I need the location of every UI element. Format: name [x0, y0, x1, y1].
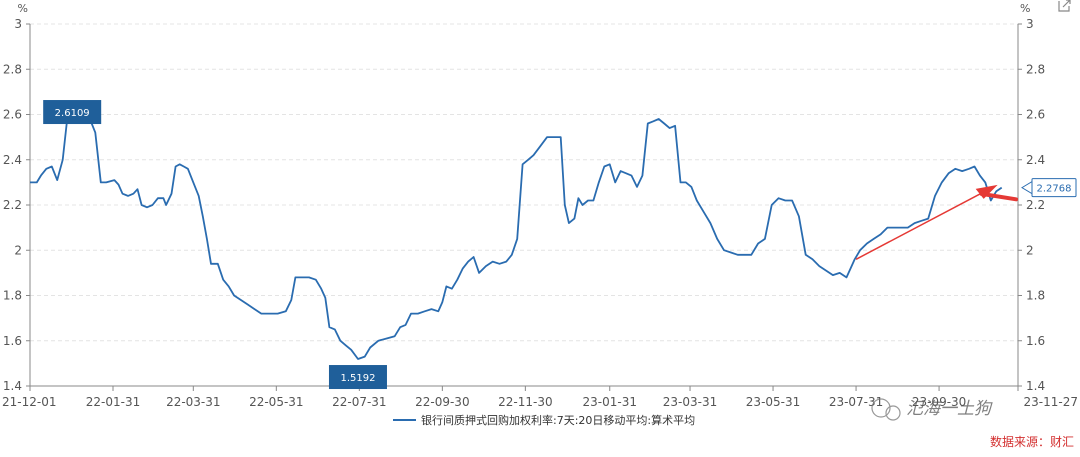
- callout-box: [1031, 178, 1077, 198]
- y-tick-label-right: 1.8: [1026, 289, 1045, 303]
- y-tick-label-left: 3: [14, 17, 22, 31]
- y-tick-label-right: 2.8: [1026, 62, 1045, 76]
- x-tick-label: 22-01-31: [86, 395, 140, 409]
- callout-box: [328, 365, 387, 390]
- x-tick-label: 22-03-31: [166, 395, 220, 409]
- callout-label: 1.5192: [340, 373, 375, 384]
- y-tick-label-left: 2.8: [3, 62, 22, 76]
- y-tick-label-right: 2: [1026, 243, 1034, 257]
- x-tick-label: 22-07-31: [332, 395, 386, 409]
- series-layer: [30, 111, 1003, 360]
- wechat-logo-icon: [871, 398, 891, 418]
- y-tick-label-left: 2.4: [3, 153, 22, 167]
- y-tick-label-left: 1.4: [3, 379, 22, 393]
- wechat-logo-icon-small: [885, 405, 901, 421]
- y-tick-label-left: 2.2: [3, 198, 22, 212]
- watermark-text: 氾海一土狗: [906, 399, 993, 419]
- x-tick-label: 23-03-31: [663, 395, 717, 409]
- y-tick-label-right: 2.2: [1026, 198, 1045, 212]
- callout-box: [43, 100, 102, 125]
- trend-arrow-line: [855, 189, 989, 260]
- watermark: 氾海一土狗: [871, 398, 993, 421]
- x-tick-label: 23-01-31: [583, 395, 637, 409]
- x-tick-label: 23-07-31: [829, 395, 883, 409]
- legend-label: 银行间质押式回购加权利率:7天:20日移动平均:算术平均: [421, 413, 695, 427]
- callout-pointer: [1021, 180, 1033, 195]
- x-tick-label: 23-09-30: [912, 395, 966, 409]
- series-line: [30, 111, 1003, 360]
- y-tick-label-right: 2.6: [1026, 108, 1045, 122]
- y-tick-label-left: 2: [14, 243, 22, 257]
- y-unit-left: %: [18, 2, 28, 15]
- y-unit-right: %: [1020, 2, 1030, 15]
- callout-label: 2.2768: [1037, 184, 1072, 195]
- y-tick-label-left: 1.8: [3, 289, 22, 303]
- axes: 1.4 1.41.6 1.61.8 1.82 22.2 2.22.4 2.42.6 2.62.…: [2, 2, 1078, 409]
- y-tick-label-right: 3: [1026, 17, 1034, 31]
- y-tick-label-left: 1.6: [3, 334, 22, 348]
- source-note: 数据来源：财汇: [990, 434, 1074, 449]
- export-icon[interactable]: [1058, 0, 1071, 12]
- annotations: 2.6109 1.5192 2.2768: [43, 100, 1077, 390]
- legend[interactable]: 银行间质押式回购加权利率:7天:20日移动平均:算术平均: [393, 413, 695, 427]
- x-tick-label: 23-05-31: [746, 395, 800, 409]
- y-tick-label-right: 2.4: [1026, 153, 1045, 167]
- x-tick-label: 22-05-31: [249, 395, 303, 409]
- y-tick-label-right: 1.6: [1026, 334, 1045, 348]
- x-tick-label: 23-11-27: [1024, 395, 1078, 409]
- x-tick-label: 22-11-30: [498, 395, 552, 409]
- callout-label: 2.6109: [55, 108, 90, 119]
- y-tick-label-right: 1.4: [1026, 379, 1045, 393]
- trend-arrow-thick: [979, 191, 1019, 202]
- y-tick-label-left: 2.6: [3, 108, 22, 122]
- x-tick-label: 22-09-30: [415, 395, 469, 409]
- grid-lines: [30, 23, 1018, 342]
- x-tick-label: 21-12-01: [2, 395, 56, 409]
